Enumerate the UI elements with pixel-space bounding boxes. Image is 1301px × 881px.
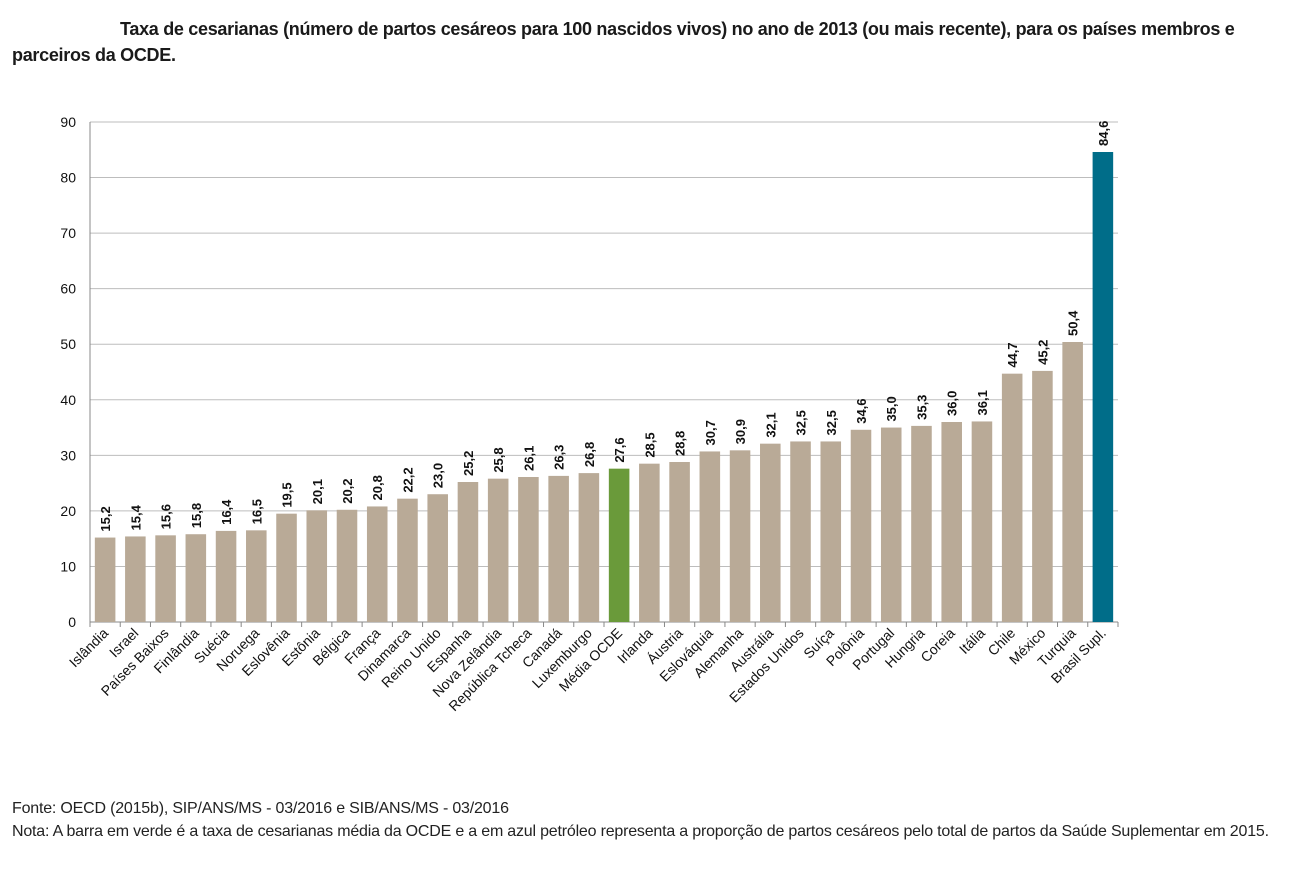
y-tick-label: 70 bbox=[60, 225, 76, 241]
bar bbox=[1001, 373, 1023, 622]
value-label: 26,8 bbox=[582, 442, 597, 467]
value-label: 16,4 bbox=[219, 499, 234, 525]
bar bbox=[911, 425, 932, 622]
bar bbox=[94, 537, 116, 622]
bar bbox=[366, 506, 388, 622]
bar bbox=[608, 468, 630, 622]
value-label: 19,5 bbox=[280, 482, 295, 507]
bar bbox=[155, 535, 176, 622]
value-label: 23,0 bbox=[431, 463, 446, 488]
value-label: 32,5 bbox=[794, 410, 809, 435]
bar bbox=[941, 422, 962, 622]
bar bbox=[729, 450, 751, 622]
bar bbox=[669, 462, 690, 622]
bar bbox=[397, 498, 418, 622]
y-tick-label: 80 bbox=[60, 170, 76, 186]
value-label: 15,4 bbox=[128, 504, 143, 530]
x-tick-label: Islândia bbox=[66, 625, 112, 671]
bar bbox=[790, 441, 811, 622]
value-label: 35,3 bbox=[914, 395, 929, 420]
bar bbox=[1062, 342, 1083, 622]
x-tick-label: Coreia bbox=[917, 625, 958, 666]
bar bbox=[880, 427, 902, 622]
value-label: 50,4 bbox=[1066, 310, 1081, 336]
value-label: 84,6 bbox=[1096, 121, 1111, 146]
value-label: 15,6 bbox=[159, 504, 174, 529]
y-tick-label: 30 bbox=[60, 447, 76, 463]
bar bbox=[518, 477, 539, 622]
bar bbox=[336, 509, 358, 622]
y-tick-label: 60 bbox=[60, 281, 76, 297]
value-label: 35,0 bbox=[884, 396, 899, 421]
value-label: 26,1 bbox=[521, 446, 536, 471]
bar bbox=[306, 510, 328, 622]
bar bbox=[125, 536, 146, 622]
chart: 0102030405060708090Islândia15,2Israel15,… bbox=[60, 114, 1119, 714]
bar bbox=[1032, 370, 1053, 622]
value-label: 44,7 bbox=[1005, 342, 1020, 367]
bar bbox=[215, 530, 237, 622]
value-label: 20,1 bbox=[310, 479, 325, 504]
bar bbox=[639, 463, 660, 622]
value-label: 32,5 bbox=[824, 410, 839, 435]
bar bbox=[850, 429, 872, 622]
value-label: 34,6 bbox=[854, 398, 869, 423]
y-tick-label: 50 bbox=[60, 336, 76, 352]
value-label: 32,1 bbox=[763, 412, 778, 437]
value-label: 36,1 bbox=[975, 390, 990, 415]
y-tick-label: 20 bbox=[60, 503, 76, 519]
bar bbox=[1092, 152, 1114, 622]
value-label: 25,2 bbox=[461, 451, 476, 476]
bar bbox=[246, 530, 267, 622]
value-label: 26,3 bbox=[552, 445, 567, 470]
chart-title: Taxa de cesarianas (número de partos ces… bbox=[12, 19, 1235, 65]
value-label: 36,0 bbox=[945, 391, 960, 416]
value-label: 30,7 bbox=[703, 420, 718, 445]
bar bbox=[457, 482, 479, 622]
bar bbox=[578, 473, 600, 622]
value-label: 27,6 bbox=[612, 437, 627, 462]
source: Fonte: OECD (2015b), SIP/ANS/MS - 03/201… bbox=[12, 800, 509, 817]
value-label: 22,2 bbox=[400, 467, 415, 492]
bar bbox=[276, 513, 297, 622]
value-label: 28,5 bbox=[642, 432, 657, 457]
bar bbox=[971, 421, 993, 622]
value-label: 15,8 bbox=[189, 503, 204, 528]
notes: Fonte: OECD (2015b), SIP/ANS/MS - 03/201… bbox=[12, 797, 1292, 843]
bar bbox=[760, 443, 781, 622]
bar bbox=[487, 478, 509, 622]
y-tick-label: 40 bbox=[60, 392, 76, 408]
value-label: 25,8 bbox=[491, 447, 506, 472]
bar bbox=[548, 475, 569, 622]
value-label: 16,5 bbox=[249, 499, 264, 524]
value-label: 30,9 bbox=[733, 419, 748, 444]
value-label: 20,8 bbox=[370, 475, 385, 500]
bar bbox=[185, 534, 207, 622]
note: Nota: A barra em verde é a taxa de cesar… bbox=[12, 823, 1269, 840]
y-tick-label: 0 bbox=[68, 614, 76, 630]
value-label: 45,2 bbox=[1035, 340, 1050, 365]
bar bbox=[820, 441, 842, 622]
bar bbox=[699, 451, 721, 622]
value-label: 28,8 bbox=[673, 431, 688, 456]
bar bbox=[427, 494, 448, 622]
x-tick-label: Itália bbox=[956, 625, 988, 657]
y-tick-label: 90 bbox=[60, 114, 76, 130]
value-label: 20,2 bbox=[340, 478, 355, 503]
y-tick-label: 10 bbox=[60, 558, 76, 574]
value-label: 15,2 bbox=[98, 506, 113, 531]
